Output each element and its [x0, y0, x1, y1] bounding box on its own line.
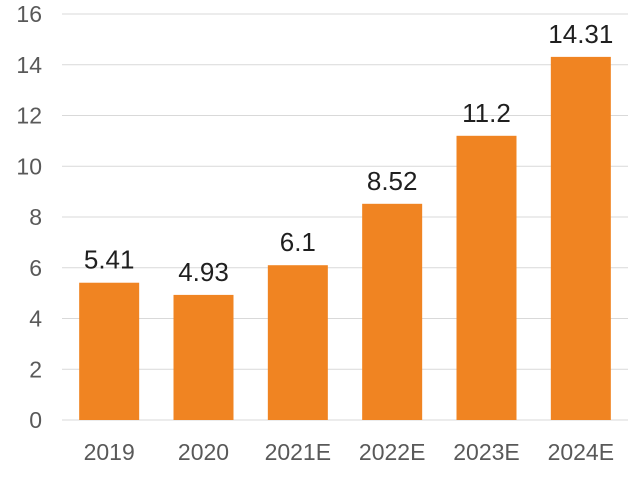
bar: [362, 203, 423, 420]
x-tick-label: 2023E: [453, 439, 520, 465]
bar: [79, 282, 140, 420]
data-label: 5.41: [84, 245, 135, 275]
x-tick-label: 2019: [84, 439, 135, 465]
data-label: 14.31: [548, 19, 613, 49]
x-axis-ticks: 2019 2020 2021E 2022E 2023E 2024E: [84, 439, 615, 465]
data-label: 6.1: [280, 227, 316, 257]
x-tick-label: 2022E: [359, 439, 426, 465]
y-tick-label: 12: [16, 103, 42, 129]
data-label: 11.2: [462, 98, 511, 128]
bar: [267, 265, 328, 420]
y-tick-label: 16: [16, 1, 42, 27]
y-tick-label: 8: [29, 204, 42, 230]
x-tick-label: 2020: [178, 439, 229, 465]
y-tick-label: 6: [29, 255, 42, 281]
y-tick-label: 2: [29, 356, 42, 382]
bar: [456, 135, 517, 421]
x-tick-label: 2021E: [265, 439, 332, 465]
y-tick-label: 4: [29, 306, 42, 332]
y-tick-label: 14: [16, 52, 42, 78]
bar: [550, 56, 611, 420]
y-tick-label: 0: [29, 407, 42, 433]
y-tick-label: 10: [16, 153, 42, 179]
x-tick-label: 2024E: [548, 439, 615, 465]
y-axis-ticks: 0 2 4 6 8 10 12 14 16: [16, 1, 42, 433]
data-labels: 5.41 4.93 6.1 8.52 11.2 14.31: [84, 19, 614, 287]
data-label: 8.52: [367, 166, 418, 196]
bar: [173, 294, 234, 420]
bars: [79, 56, 611, 421]
data-label: 4.93: [178, 257, 229, 287]
gridlines: [62, 13, 628, 421]
